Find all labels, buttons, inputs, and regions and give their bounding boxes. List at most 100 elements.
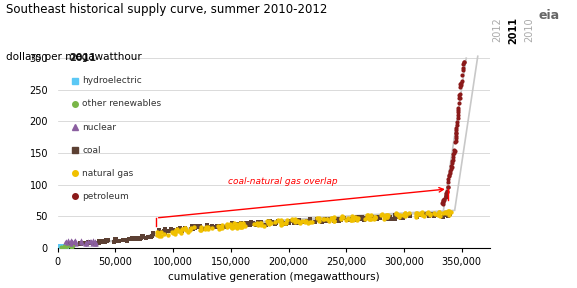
Point bbox=[231, 222, 240, 227]
Point bbox=[353, 217, 362, 222]
Point bbox=[251, 223, 260, 228]
Point bbox=[190, 226, 199, 230]
Point bbox=[166, 228, 175, 232]
Point bbox=[450, 148, 459, 153]
Point bbox=[154, 231, 163, 236]
Point bbox=[400, 211, 410, 215]
Point bbox=[212, 225, 221, 229]
Point bbox=[383, 215, 392, 219]
Point bbox=[440, 209, 449, 214]
Point bbox=[350, 215, 359, 220]
Point bbox=[445, 173, 454, 177]
Point bbox=[163, 232, 173, 237]
Point bbox=[298, 219, 308, 224]
Point bbox=[169, 228, 178, 232]
Point bbox=[94, 240, 103, 245]
Point bbox=[83, 242, 92, 247]
Point bbox=[447, 164, 456, 169]
Point bbox=[346, 217, 355, 222]
Point bbox=[212, 225, 221, 230]
Point bbox=[238, 221, 248, 226]
Point bbox=[209, 225, 219, 230]
Point bbox=[412, 215, 421, 219]
Point bbox=[442, 189, 451, 193]
Point bbox=[444, 180, 453, 185]
Point bbox=[188, 224, 197, 229]
Point bbox=[446, 166, 455, 171]
Point bbox=[435, 209, 444, 214]
Point bbox=[383, 213, 392, 217]
Point bbox=[236, 221, 245, 226]
Text: other renewables: other renewables bbox=[83, 99, 162, 109]
Point bbox=[353, 216, 362, 221]
Point bbox=[277, 220, 286, 224]
Point bbox=[242, 221, 251, 226]
Point bbox=[441, 194, 450, 198]
Point bbox=[234, 223, 243, 228]
Point bbox=[252, 221, 261, 225]
Point bbox=[181, 226, 190, 230]
Point bbox=[175, 228, 185, 233]
Point bbox=[276, 218, 285, 223]
Point bbox=[174, 227, 183, 232]
Point bbox=[189, 224, 198, 229]
Point bbox=[370, 215, 380, 220]
Point bbox=[127, 236, 136, 241]
Point bbox=[287, 219, 296, 223]
Point bbox=[178, 227, 187, 232]
Point bbox=[266, 219, 275, 223]
Point bbox=[87, 240, 96, 245]
Point bbox=[361, 215, 370, 220]
Point bbox=[211, 225, 220, 229]
Point bbox=[59, 245, 68, 249]
Point bbox=[99, 239, 108, 244]
Point bbox=[325, 219, 334, 223]
Point bbox=[456, 80, 466, 85]
Point bbox=[282, 217, 291, 222]
Point bbox=[197, 224, 206, 229]
Point bbox=[253, 223, 263, 228]
Point bbox=[329, 217, 339, 221]
Point bbox=[248, 221, 257, 226]
Point bbox=[62, 245, 71, 249]
Point bbox=[444, 177, 453, 182]
Point bbox=[98, 239, 107, 243]
Point bbox=[344, 216, 353, 221]
Point bbox=[68, 245, 77, 249]
Point bbox=[392, 214, 401, 219]
Point bbox=[457, 79, 466, 84]
Point bbox=[67, 237, 76, 242]
Point bbox=[70, 238, 80, 242]
Point bbox=[61, 245, 70, 250]
Point bbox=[110, 238, 119, 242]
Point bbox=[400, 214, 409, 219]
Point bbox=[198, 226, 207, 231]
Point bbox=[449, 151, 458, 155]
Point bbox=[339, 216, 348, 221]
Point bbox=[214, 226, 223, 231]
Text: 2010: 2010 bbox=[524, 17, 535, 42]
Point bbox=[227, 221, 237, 226]
Point bbox=[293, 220, 302, 224]
Point bbox=[265, 219, 274, 224]
Point bbox=[55, 244, 65, 249]
Point bbox=[330, 215, 339, 219]
Point bbox=[171, 228, 181, 232]
Point bbox=[218, 223, 227, 228]
Point bbox=[263, 219, 272, 224]
Point bbox=[219, 224, 228, 229]
Point bbox=[365, 215, 374, 220]
Point bbox=[194, 223, 204, 228]
Point bbox=[419, 212, 429, 217]
Point bbox=[135, 235, 144, 240]
Point bbox=[327, 216, 336, 221]
Point bbox=[425, 213, 434, 218]
Point bbox=[392, 211, 401, 216]
Point bbox=[455, 95, 464, 100]
Point bbox=[354, 217, 363, 222]
Point bbox=[441, 213, 451, 218]
Point bbox=[353, 215, 362, 220]
Point bbox=[264, 219, 273, 223]
Point bbox=[455, 85, 464, 89]
Point bbox=[341, 218, 350, 223]
